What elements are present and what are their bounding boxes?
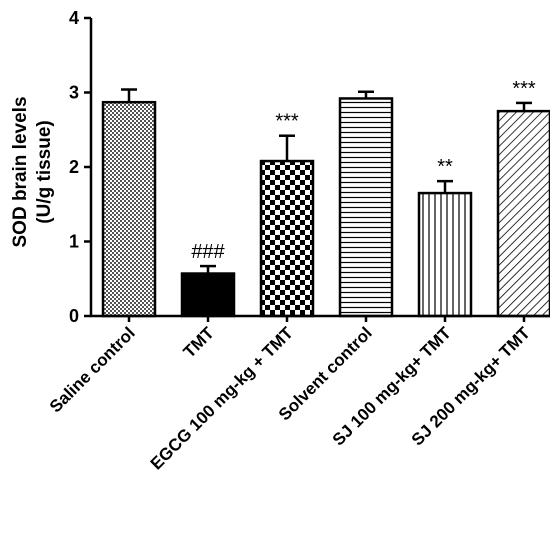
- bar: [496, 109, 550, 318]
- y-tick-label: 2: [69, 157, 79, 177]
- significance-label: ###: [191, 241, 225, 263]
- bar: [180, 272, 236, 318]
- y-axis-title: SOD brain levels (U/g tissue): [10, 96, 55, 247]
- bar: [101, 100, 157, 318]
- y-tick-label: 0: [69, 306, 79, 326]
- x-category-label: TMT: [180, 323, 219, 362]
- y-tick-label: 1: [69, 232, 79, 252]
- y-axis-title-line1: SOD brain levels: [10, 96, 31, 247]
- x-category-label: EGCG 100 mg-kg + TMT: [147, 323, 297, 473]
- y-tick-label: 3: [69, 83, 79, 103]
- significance-label: ***: [275, 111, 299, 133]
- bar: [259, 159, 315, 318]
- bar: [338, 97, 394, 318]
- bar: [417, 191, 473, 318]
- significance-label: ***: [512, 78, 536, 100]
- y-axis: 0 1 2 3 4: [69, 8, 93, 326]
- significance-label: **: [437, 156, 453, 178]
- bars: ###********: [101, 78, 550, 318]
- x-category-label: Saline control: [46, 323, 139, 416]
- y-axis-title-line2: (U/g tissue): [34, 120, 55, 223]
- y-tick-label: 4: [69, 8, 79, 28]
